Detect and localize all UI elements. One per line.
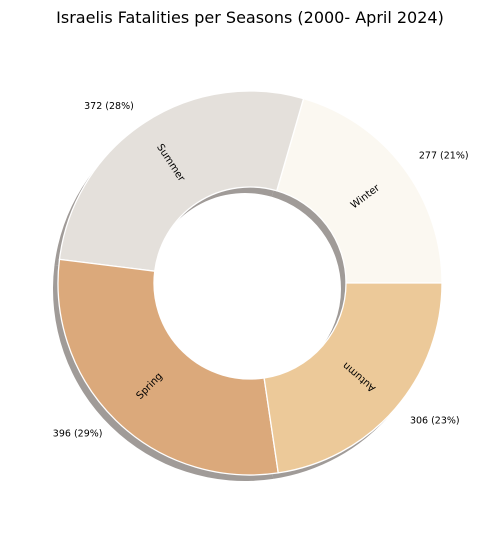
value-label-spring: 396 (29%) xyxy=(53,429,103,440)
value-label-winter: 277 (21%) xyxy=(419,151,469,162)
slice-autumn xyxy=(263,282,443,474)
value-label-autumn: 306 (23%) xyxy=(410,415,460,426)
slice-summer xyxy=(58,90,305,272)
slice-spring xyxy=(57,258,279,476)
value-label-summer: 372 (28%) xyxy=(84,101,134,112)
slice-winter xyxy=(275,97,443,284)
donut-slices xyxy=(57,90,443,476)
chart-title: Israelis Fatalities per Seasons (2000- A… xyxy=(56,8,444,27)
